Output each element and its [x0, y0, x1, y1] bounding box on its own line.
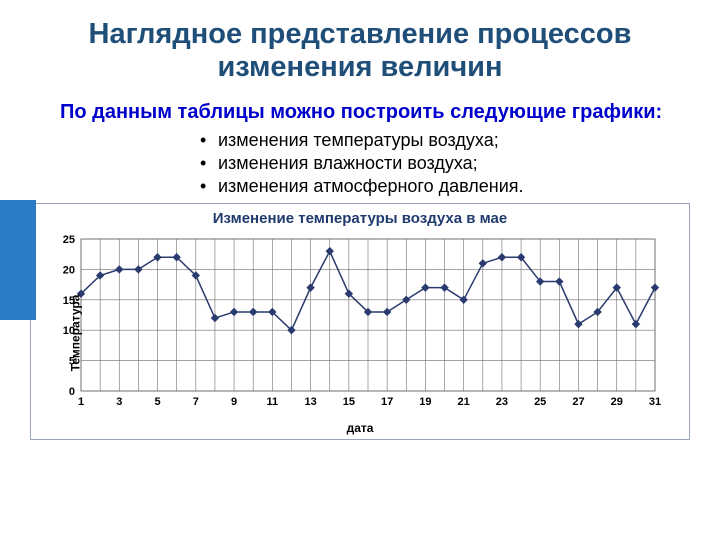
subtitle: По данным таблицы можно построить следую…: [60, 101, 680, 124]
svg-text:15: 15: [343, 396, 355, 408]
accent-bar: [0, 200, 36, 320]
temperature-line-chart: 0510152025135791113151719212325272931: [39, 231, 663, 421]
svg-text:9: 9: [231, 396, 237, 408]
svg-text:0: 0: [69, 386, 75, 398]
slide: { "title": { "text": "Наглядное представ…: [0, 0, 720, 540]
list-item: изменения влажности воздуха;: [200, 153, 680, 174]
svg-text:25: 25: [534, 396, 546, 408]
chart-container: Изменение температуры воздуха в мае Темп…: [30, 203, 690, 440]
chart-title: Изменение температуры воздуха в мае: [39, 210, 681, 227]
svg-text:27: 27: [572, 396, 584, 408]
page-title: Наглядное представление процессов измене…: [0, 0, 720, 93]
x-axis-label: дата: [39, 421, 681, 435]
svg-text:13: 13: [304, 396, 316, 408]
svg-text:7: 7: [193, 396, 199, 408]
svg-text:19: 19: [419, 396, 431, 408]
svg-text:25: 25: [63, 234, 75, 246]
svg-text:20: 20: [63, 264, 75, 276]
svg-text:21: 21: [458, 396, 470, 408]
chart-body: Температура 0510152025135791113151719212…: [39, 231, 681, 435]
svg-text:11: 11: [267, 396, 279, 408]
svg-text:31: 31: [649, 396, 661, 408]
svg-text:29: 29: [611, 396, 623, 408]
y-axis-label: Температура: [68, 294, 82, 371]
bullet-list: изменения температуры воздуха; изменения…: [200, 130, 680, 197]
svg-text:17: 17: [381, 396, 393, 408]
svg-text:5: 5: [154, 396, 160, 408]
svg-text:23: 23: [496, 396, 508, 408]
list-item: изменения температуры воздуха;: [200, 130, 680, 151]
svg-text:1: 1: [78, 396, 84, 408]
list-item: изменения атмосферного давления.: [200, 176, 680, 197]
svg-text:3: 3: [116, 396, 122, 408]
